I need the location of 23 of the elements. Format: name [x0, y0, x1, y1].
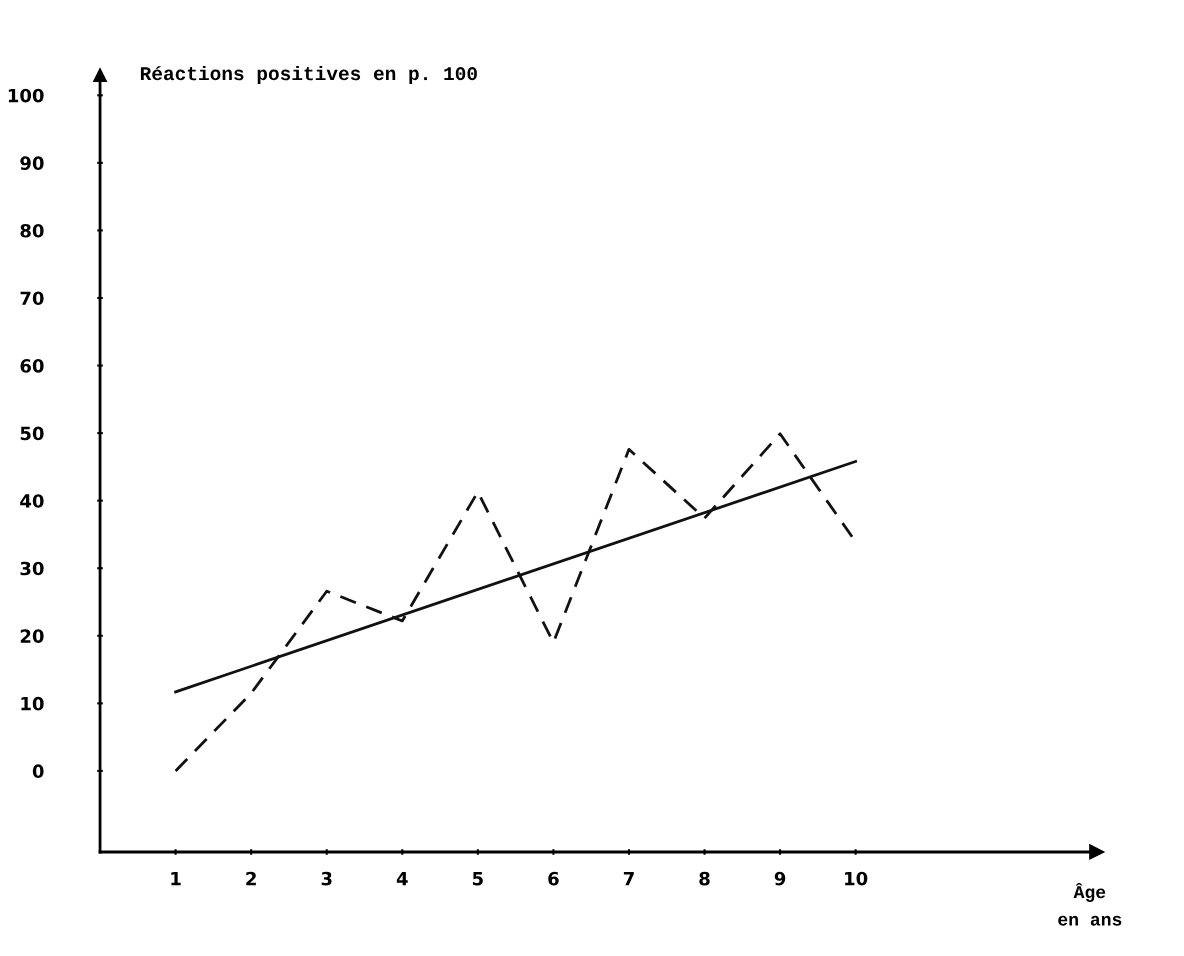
y-tick-label: 90 — [20, 156, 44, 170]
x-axis-title: Âge en ans — [1058, 883, 1122, 926]
x-tick-label: 1 — [171, 871, 181, 886]
y-tick-label: 10 — [21, 696, 44, 711]
y-tick-label: 50 — [20, 426, 44, 441]
y-tick-label: 60 — [20, 359, 44, 373]
y-tick-label: 40 — [20, 494, 44, 508]
x-tick-label: 7 — [623, 871, 634, 886]
x-tick-label: 10 — [845, 871, 868, 886]
x-tick-label: 8 — [699, 871, 710, 886]
y-tick-label: 100 — [8, 88, 44, 103]
y-tick-label: 80 — [20, 223, 44, 238]
y-tick-label: 30 — [20, 561, 44, 576]
y-axis-title: Réactions positives en p. 100 — [140, 65, 477, 85]
x-tick-label: 4 — [396, 871, 408, 886]
y-tick-label: 20 — [20, 629, 44, 643]
x-tick-label: 5 — [472, 871, 483, 886]
x-tick-label: 9 — [774, 871, 786, 886]
y-tick-label: 70 — [20, 291, 44, 306]
x-tick-label: 2 — [246, 871, 256, 886]
y-tick-label: 0 — [32, 764, 44, 779]
x-tick-label: 6 — [548, 871, 559, 886]
x-tick-label: 3 — [321, 871, 332, 886]
